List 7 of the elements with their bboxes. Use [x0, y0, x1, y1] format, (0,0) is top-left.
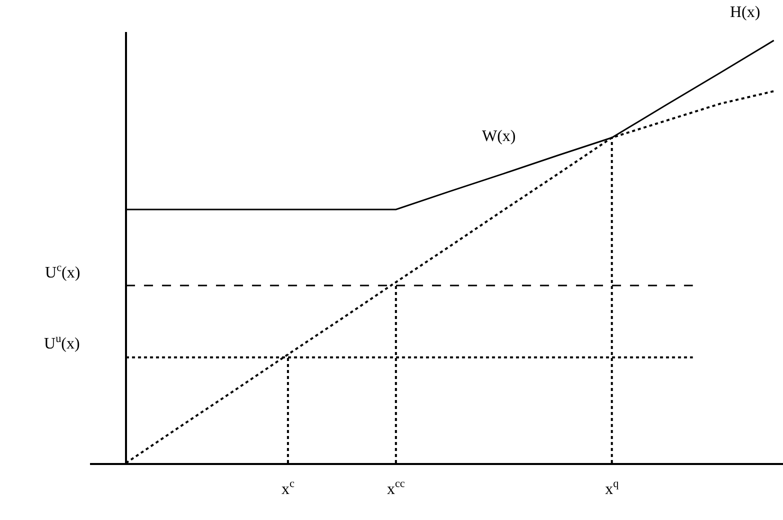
x-tick-label: x$^{c}$	[281, 478, 294, 498]
text: H(x)	[730, 4, 760, 21]
x-tick-label: x$^{q}$	[605, 478, 620, 498]
ref-line-label: U$^{c}$(x)	[45, 262, 80, 282]
ref-line-label: U$^{u}$(x)	[44, 333, 80, 353]
x-tick-label: x$^{cc}$	[386, 478, 405, 498]
series-label: W(x)	[482, 128, 516, 145]
